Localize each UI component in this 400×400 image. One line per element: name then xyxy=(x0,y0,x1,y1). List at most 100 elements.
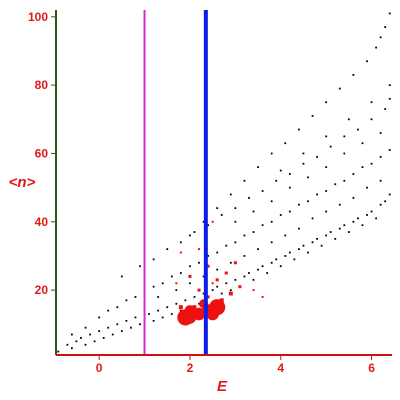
black-data-point xyxy=(152,285,155,288)
red-data-point xyxy=(184,305,196,316)
x-axis-title: E xyxy=(217,378,228,395)
black-data-point xyxy=(98,330,101,332)
black-data-point xyxy=(366,214,368,216)
black-data-point xyxy=(352,74,355,76)
black-data-point xyxy=(284,234,287,237)
red-data-point xyxy=(206,307,219,321)
black-data-point xyxy=(375,46,378,49)
red-data-point xyxy=(211,220,214,223)
black-data-point xyxy=(225,244,228,247)
black-data-point xyxy=(361,224,364,227)
black-data-point xyxy=(388,149,391,151)
black-data-point xyxy=(370,101,373,104)
y-tick-label: 100 xyxy=(28,10,48,24)
black-data-point xyxy=(111,333,114,336)
black-data-point xyxy=(216,268,219,271)
black-data-point xyxy=(388,12,391,15)
black-data-point xyxy=(252,278,255,281)
black-data-point xyxy=(70,333,73,336)
black-data-point xyxy=(102,337,105,339)
black-data-point xyxy=(311,241,314,244)
black-data-point xyxy=(361,142,364,145)
black-data-point xyxy=(166,306,169,309)
black-data-point xyxy=(266,272,269,274)
black-data-point xyxy=(193,231,196,233)
red-data-point xyxy=(238,285,242,289)
black-data-point xyxy=(66,343,69,346)
black-data-point xyxy=(352,196,355,199)
black-data-point xyxy=(329,145,332,148)
black-data-point xyxy=(170,313,173,315)
black-data-point xyxy=(307,176,309,179)
black-data-point xyxy=(298,227,300,230)
black-data-point xyxy=(202,275,205,278)
black-data-point xyxy=(261,265,264,268)
black-data-point xyxy=(184,299,187,302)
black-data-point xyxy=(284,142,287,145)
black-data-point xyxy=(116,306,119,309)
y-axis-title: <n> xyxy=(9,174,36,191)
black-data-point xyxy=(252,231,255,233)
black-data-point xyxy=(216,285,219,288)
black-data-point xyxy=(279,214,282,216)
red-data-point xyxy=(211,282,214,285)
black-data-point xyxy=(338,87,341,90)
black-data-point xyxy=(325,166,328,169)
black-data-point xyxy=(325,210,328,213)
black-data-point xyxy=(175,302,178,305)
black-data-point xyxy=(302,162,305,165)
black-data-point xyxy=(189,265,191,268)
x-tick-label: 4 xyxy=(277,361,284,375)
y-tick-label: 20 xyxy=(35,283,49,297)
black-data-point xyxy=(288,251,291,254)
black-data-point xyxy=(175,289,178,291)
black-data-point xyxy=(311,114,314,117)
black-data-point xyxy=(243,179,246,182)
black-data-point xyxy=(275,258,278,261)
black-data-point xyxy=(229,261,232,264)
black-data-point xyxy=(234,207,237,210)
black-data-point xyxy=(89,333,91,336)
black-data-point xyxy=(84,343,87,346)
black-data-point xyxy=(70,347,73,350)
red-data-point xyxy=(228,291,233,296)
black-data-point xyxy=(75,340,78,343)
tick-labels-layer: 0 2 4 6 20 40 60 80 100 xyxy=(28,10,375,375)
black-data-point xyxy=(302,152,305,155)
black-data-point xyxy=(207,224,210,227)
black-data-point xyxy=(261,190,264,192)
black-data-point xyxy=(134,316,137,319)
black-data-point xyxy=(275,179,278,182)
black-data-point xyxy=(366,186,368,189)
black-data-point xyxy=(234,278,237,281)
black-data-point xyxy=(139,323,141,326)
black-data-point xyxy=(288,210,291,213)
red-data-point xyxy=(224,271,228,275)
black-data-point xyxy=(279,169,282,172)
black-data-point xyxy=(248,196,250,199)
red-data-point xyxy=(252,289,255,292)
black-data-point xyxy=(198,261,200,264)
y-tick-label: 80 xyxy=(35,78,49,92)
black-data-point xyxy=(370,210,373,213)
black-data-point xyxy=(357,217,359,220)
black-data-point xyxy=(388,193,391,196)
black-data-point xyxy=(316,193,318,196)
black-data-point xyxy=(325,234,328,237)
black-data-point xyxy=(325,135,328,138)
black-data-point xyxy=(343,224,346,227)
black-data-point xyxy=(179,309,182,312)
red-data-point xyxy=(192,305,197,310)
black-data-point xyxy=(202,292,205,295)
black-data-point xyxy=(370,162,373,165)
black-data-point xyxy=(298,203,300,206)
black-data-point xyxy=(257,248,259,251)
black-data-point xyxy=(334,237,337,240)
black-data-point xyxy=(161,316,164,319)
black-data-point xyxy=(379,36,382,39)
black-data-point xyxy=(189,282,191,285)
red-data-point xyxy=(261,295,264,298)
black-data-point xyxy=(139,265,141,268)
black-data-point xyxy=(379,132,382,134)
